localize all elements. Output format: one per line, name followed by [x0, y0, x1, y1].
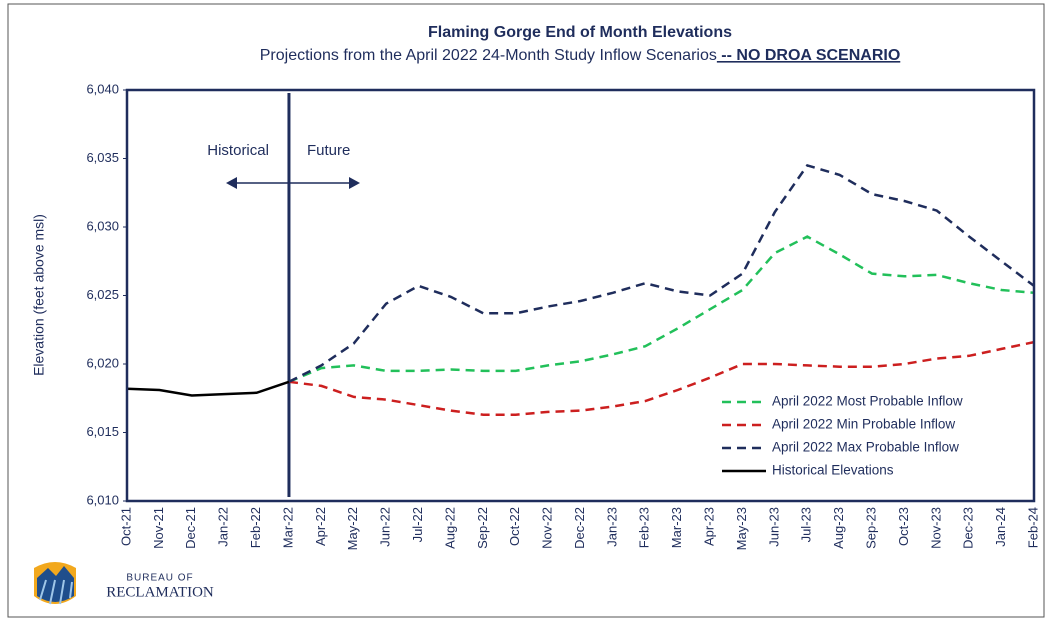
x-tick-label: Aug-22 [442, 507, 457, 549]
x-tick-label: Jun-22 [378, 507, 393, 547]
x-tick-label: Jan-23 [604, 507, 619, 547]
series-line [288, 163, 1035, 383]
x-tick-label: Sep-23 [863, 507, 878, 549]
legend-label: April 2022 Min Probable Inflow [772, 417, 955, 432]
legend-label: April 2022 Most Probable Inflow [772, 394, 963, 409]
legend-label: April 2022 Max Probable Inflow [772, 440, 959, 455]
x-tick-label: Jun-23 [766, 507, 781, 547]
x-tick-label: Aug-23 [831, 507, 846, 549]
annotation: Historical [207, 142, 269, 159]
x-tick-label: Nov-23 [928, 507, 943, 549]
x-tick-label: Apr-22 [313, 507, 328, 546]
chart-subtitle: Projections from the April 2022 24-Month… [260, 47, 901, 64]
x-tick-label: Oct-22 [507, 507, 522, 546]
legend-label: Historical Elevations [772, 463, 894, 478]
y-tick-label: 6,015 [86, 424, 119, 439]
x-tick-label: Sep-22 [475, 507, 490, 549]
x-tick-label: Feb-22 [248, 507, 263, 548]
series-line [126, 380, 290, 397]
chart-title: Flaming Gorge End of Month Elevations [428, 24, 732, 41]
series-line [288, 340, 1035, 416]
x-tick-label: Jan-24 [993, 507, 1008, 547]
x-tick-label: Apr-23 [702, 507, 717, 546]
logo-text-top: BUREAU OF [126, 573, 193, 584]
y-tick-label: 6,010 [86, 492, 119, 507]
logo-water [39, 579, 73, 605]
x-tick-label: Mar-23 [669, 507, 684, 548]
x-tick-label: Nov-22 [540, 507, 555, 549]
y-tick-label: 6,035 [86, 150, 119, 165]
y-tick-label: 6,025 [86, 287, 119, 302]
annotation: Future [307, 142, 350, 159]
y-tick-label: 6,020 [86, 355, 119, 370]
x-tick-label: Nov-21 [151, 507, 166, 549]
x-tick-label: Mar-22 [280, 507, 295, 548]
subtitle: Projections from the April 2022 24-Month… [260, 47, 717, 64]
x-tick-label: Jan-22 [216, 507, 231, 547]
arrow-head [226, 177, 237, 189]
arrow-head [349, 177, 360, 189]
x-tick-label: Dec-22 [572, 507, 587, 549]
x-tick-label: Jul-23 [799, 507, 814, 542]
legend: April 2022 Most Probable Inflow April 202… [722, 394, 963, 478]
x-tick-label: Feb-23 [637, 507, 652, 548]
plot-border [125, 88, 1036, 503]
logo-mountain [37, 566, 74, 602]
x-tick-label: Oct-23 [896, 507, 911, 546]
x-tick-label: Dec-21 [183, 507, 198, 549]
x-tick-label: Jul-22 [410, 507, 425, 542]
y-tick-label: 6,040 [86, 81, 119, 96]
x-tick-label: Feb-24 [1025, 507, 1040, 548]
y-tick-label: 6,030 [86, 218, 119, 233]
y-axis-label: Elevation (feet above msl) [31, 214, 47, 376]
logo: BUREAU OF RECLAMATION [34, 562, 214, 605]
x-tick-label: Dec-23 [961, 507, 976, 549]
frame [7, 3, 1045, 618]
x-tick-label: May-23 [734, 507, 749, 550]
x-tick-label: Oct-21 [118, 507, 133, 546]
subtitle-note: -- NO DROA SCENARIO [717, 47, 900, 64]
x-tick-label: May-22 [345, 507, 360, 550]
series-line [288, 235, 1035, 383]
logo-text-main: RECLAMATION [106, 584, 214, 600]
